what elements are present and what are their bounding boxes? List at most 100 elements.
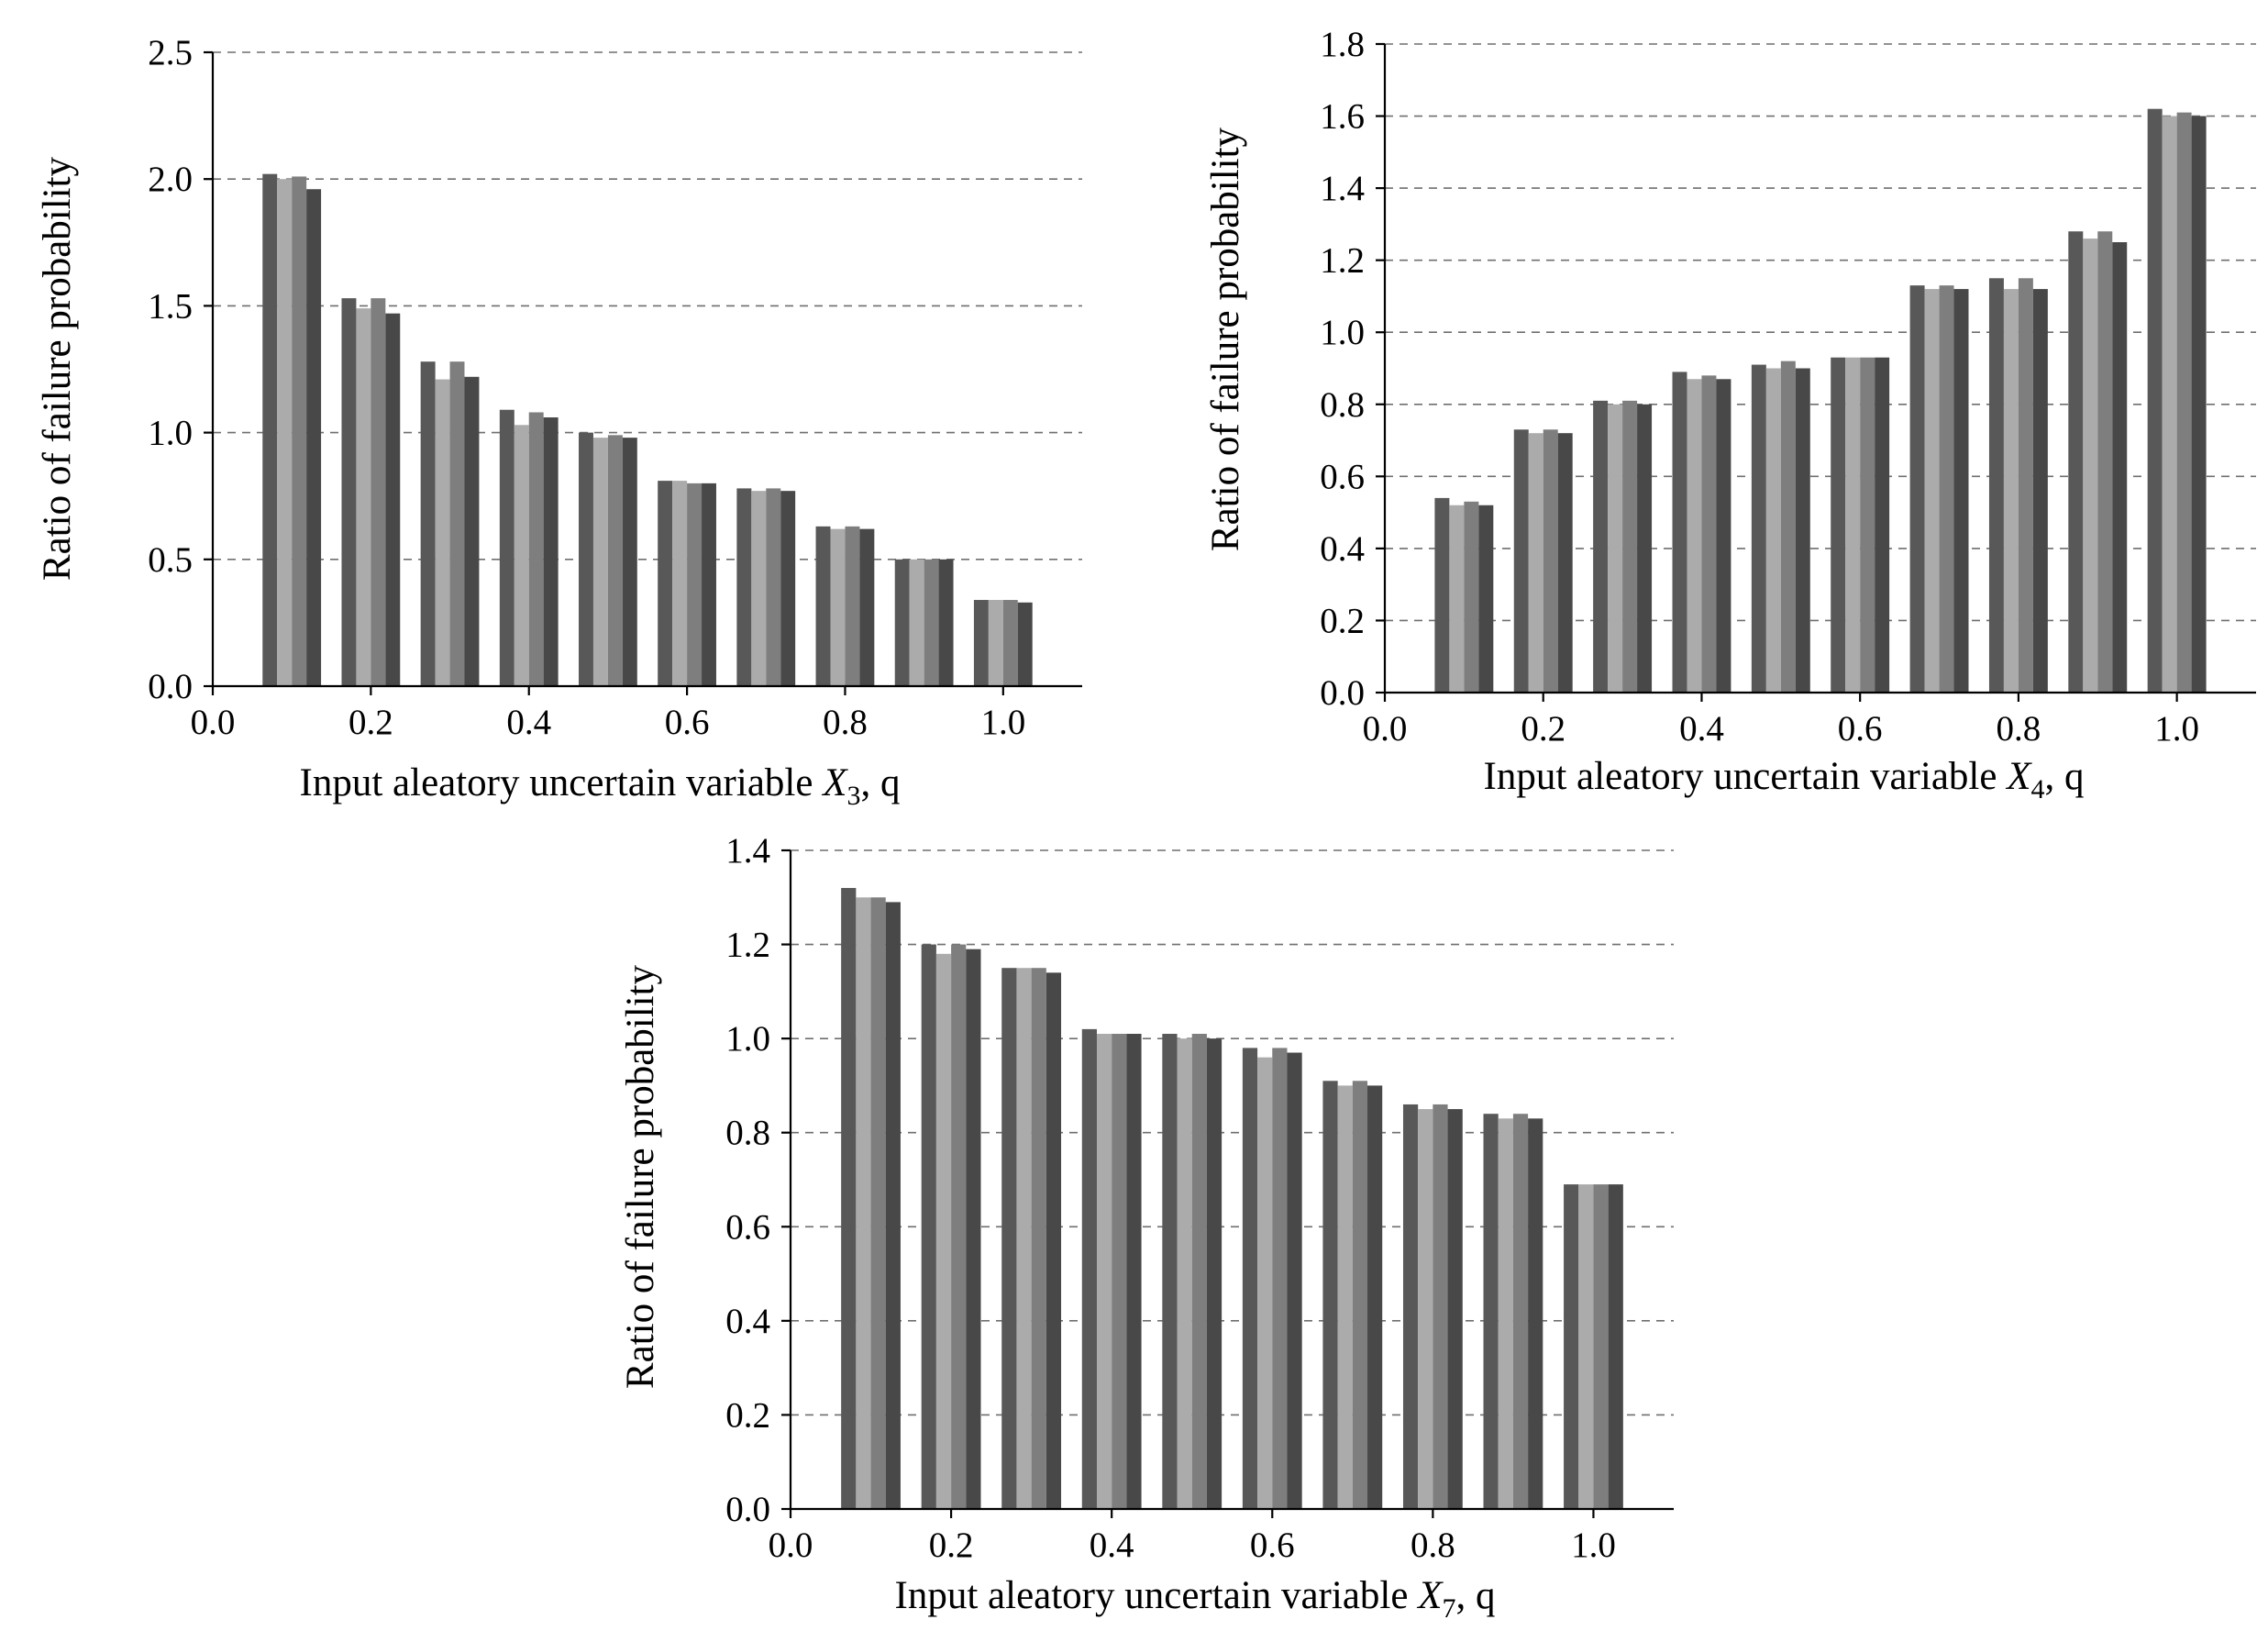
bar: [514, 425, 529, 686]
x-tick-label: 0.0: [191, 703, 236, 742]
y-tick-label: 1.2: [1320, 241, 1365, 281]
bar: [1988, 278, 2004, 693]
bar: [2112, 242, 2128, 693]
bar: [292, 176, 307, 686]
bar: [543, 417, 559, 686]
bar: [966, 949, 981, 1509]
bar: [1433, 1104, 1448, 1509]
x-tick-label: 0.8: [1411, 1526, 1455, 1565]
bar: [2068, 231, 2084, 693]
bar: [371, 298, 386, 686]
bar: [830, 528, 846, 686]
bar: [341, 298, 357, 686]
bar: [1795, 368, 1810, 693]
bar: [1449, 505, 1465, 693]
y-tick-label: 1.0: [725, 1019, 770, 1059]
bar: [1513, 429, 1529, 693]
bar: [385, 313, 401, 686]
bar: [894, 559, 910, 686]
bar: [592, 438, 608, 686]
bar: [885, 902, 901, 1509]
bar: [921, 944, 936, 1509]
bar: [1112, 1034, 1127, 1509]
bar: [1593, 1184, 1609, 1509]
y-tick-label: 0.0: [148, 667, 193, 706]
bar: [766, 488, 781, 686]
bar: [1272, 1048, 1288, 1509]
bar: [449, 361, 465, 686]
bar: [1608, 1184, 1623, 1509]
bar: [1242, 1048, 1258, 1509]
bar: [464, 376, 480, 686]
bar: [736, 488, 752, 686]
y-tick-labels: 0.0 0.5 1.0 1.5 2.0 2.5: [148, 33, 193, 706]
bar: [1528, 1118, 1543, 1509]
bar: [1287, 1052, 1302, 1509]
axes: [204, 50, 1082, 695]
bar: [1483, 1114, 1499, 1509]
bar: [938, 559, 954, 686]
bar: [1434, 497, 1450, 693]
bar: [1716, 379, 1731, 693]
y-tick-label: 0.2: [725, 1395, 770, 1435]
bar: [1464, 501, 1479, 693]
y-tick-label: 1.4: [1320, 169, 1365, 208]
axes: [781, 849, 1674, 1518]
y-tick-label: 1.4: [725, 831, 770, 871]
bar: [1447, 1109, 1463, 1509]
bars: [262, 173, 1033, 687]
bar: [1162, 1034, 1178, 1509]
bar: [2083, 239, 2098, 693]
bar: [2003, 289, 2019, 693]
bar: [815, 526, 831, 686]
bar: [856, 897, 871, 1509]
y-tick-labels: 0.0 0.2 0.4 0.6 0.8 1.0 1.2 1.4: [725, 831, 770, 1529]
y-tick-label: 0.8: [1320, 385, 1365, 425]
x-tick-labels: 0.0 0.2 0.4 0.6 0.8 1.0: [1363, 709, 2199, 749]
bar: [1352, 1081, 1368, 1509]
bar: [1860, 357, 1875, 693]
bar: [1875, 357, 1890, 693]
x-axis-label: Input aleatory uncertain variable X7, q: [895, 1574, 1496, 1624]
bar: [1498, 1118, 1513, 1509]
axes: [1376, 42, 2256, 702]
y-tick-label: 0.8: [725, 1114, 770, 1153]
bars: [1434, 108, 2207, 693]
x-tick-labels: 0.0 0.2 0.4 0.6 0.8 1.0: [769, 1526, 1616, 1565]
x-tick-label: 0.2: [929, 1526, 974, 1565]
x-tick-label: 0.4: [1090, 1526, 1134, 1565]
y-tick-label: 1.2: [725, 926, 770, 965]
bar: [607, 435, 623, 686]
bar: [1002, 600, 1018, 686]
bar: [780, 491, 796, 686]
bar: [1953, 289, 1969, 693]
bars: [841, 888, 1623, 1509]
bar: [909, 559, 924, 686]
bar: [1780, 361, 1796, 693]
y-tick-label: 1.0: [148, 414, 193, 453]
x-tick-label: 0.4: [1679, 709, 1724, 749]
bar: [973, 600, 989, 686]
bar: [672, 481, 688, 686]
bar: [1001, 968, 1017, 1509]
x-tick-label: 0.6: [665, 703, 710, 742]
bar: [1478, 505, 1494, 693]
y-tick-label: 0.0: [1320, 673, 1365, 713]
bar: [528, 412, 544, 686]
x-tick-label: 0.6: [1250, 1526, 1295, 1565]
bar: [1418, 1109, 1433, 1509]
bar: [658, 481, 673, 686]
x-tick-label: 0.0: [1363, 709, 1408, 749]
bar: [1831, 357, 1846, 693]
bar: [1845, 357, 1861, 693]
bar: [1637, 404, 1653, 693]
bar: [499, 409, 514, 686]
bar: [622, 438, 637, 686]
x-tick-labels: 0.0 0.2 0.4 0.6 0.8 1.0: [191, 703, 1026, 742]
y-tick-label: 2.5: [148, 33, 193, 72]
x-tick-label: 0.6: [1838, 709, 1883, 749]
x-tick-label: 0.8: [823, 703, 868, 742]
bar: [1564, 1184, 1579, 1509]
bar: [1909, 285, 1925, 693]
